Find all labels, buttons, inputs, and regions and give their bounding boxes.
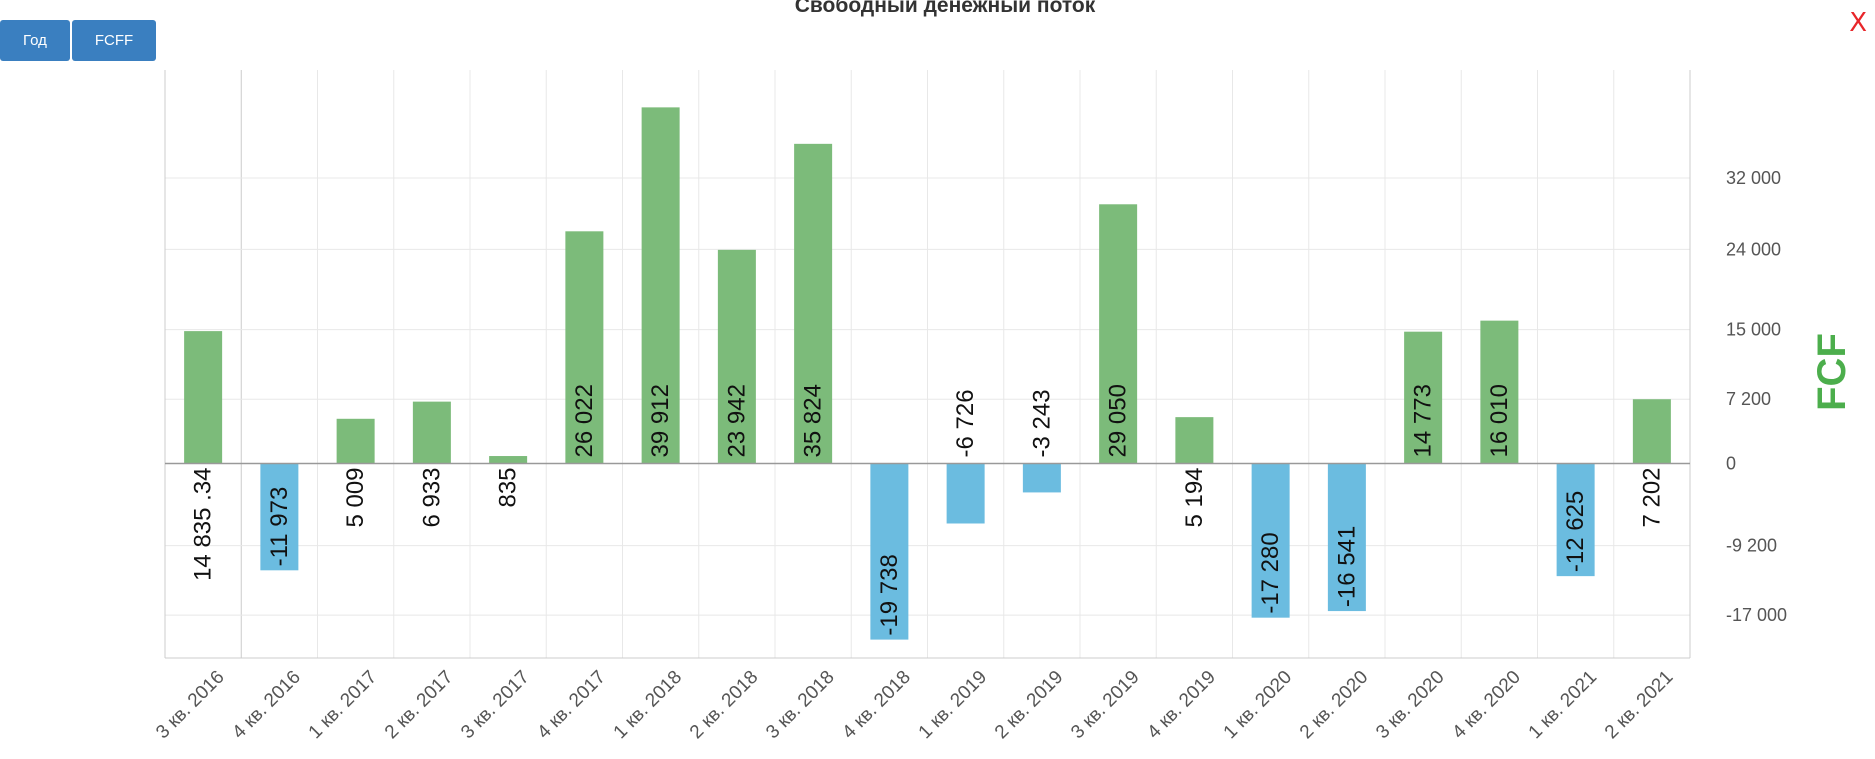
bar-value-label: 26 022 xyxy=(571,384,598,457)
x-tick-label: 4 кв. 2020 xyxy=(1448,667,1524,743)
bar-value-label: -12 625 xyxy=(1562,491,1589,572)
x-tick-label: 3 кв. 2017 xyxy=(457,667,533,743)
bar xyxy=(260,463,299,571)
y-tick-label: -9 200 xyxy=(1726,536,1777,556)
bar-value-label: 7 202 xyxy=(1638,467,1665,527)
x-tick-label: 4 кв. 2017 xyxy=(533,667,609,743)
bars xyxy=(184,107,1671,640)
bar-labels: 14 835 .34 -11 973 5 009 6 933 835 26 022 39 9… xyxy=(190,384,1666,636)
bar-value-label: 16 010 xyxy=(1486,384,1513,457)
bar xyxy=(1480,320,1519,464)
x-tick-label: 1 кв. 2021 xyxy=(1525,667,1601,743)
bar xyxy=(412,401,451,464)
x-tick-label: 3 кв. 2019 xyxy=(1067,667,1143,743)
bar-value-label: -19 738 xyxy=(876,554,903,635)
y-tick-label: 0 xyxy=(1726,453,1736,473)
y-tick-label: 24 000 xyxy=(1726,239,1781,259)
bar xyxy=(1099,204,1138,464)
x-tick-label: 3 кв. 2016 xyxy=(152,667,228,743)
bar xyxy=(1404,331,1443,464)
bar-value-label: -16 541 xyxy=(1333,526,1360,607)
year-button[interactable]: Год xyxy=(0,20,70,61)
x-tick-label: 2 кв. 2021 xyxy=(1601,667,1677,743)
bar xyxy=(184,331,223,464)
x-tick-label: 1 кв. 2019 xyxy=(915,667,991,743)
x-tick-label: 1 кв. 2020 xyxy=(1220,667,1296,743)
fcff-button[interactable]: FCFF xyxy=(72,20,156,61)
bar xyxy=(641,107,680,464)
grid xyxy=(164,70,1691,658)
y-tick-label: -17 000 xyxy=(1726,605,1787,625)
bar xyxy=(717,249,756,464)
x-tick-label: 3 кв. 2018 xyxy=(762,667,838,743)
bar-value-label: 5 009 xyxy=(342,467,369,527)
y-axis-title: FCF xyxy=(1810,333,1854,411)
bar xyxy=(489,456,528,464)
x-tick-label: 2 кв. 2017 xyxy=(381,667,457,743)
chart-title: Свободный денежный поток xyxy=(794,0,1096,17)
y-tick-label: 7 200 xyxy=(1726,389,1771,409)
bar-value-label: 5 194 xyxy=(1181,467,1208,527)
bar xyxy=(1632,399,1671,464)
bar xyxy=(1022,463,1061,493)
x-tick-label: 4 кв. 2018 xyxy=(838,667,914,743)
bar-value-label: 39 912 xyxy=(647,384,674,457)
x-tick-label: 1 кв. 2017 xyxy=(305,667,381,743)
toolbar: Год FCFF xyxy=(0,20,156,61)
bar xyxy=(336,418,375,464)
x-tick-label: 2 кв. 2019 xyxy=(991,667,1067,743)
bar-value-label: 6 933 xyxy=(418,467,445,527)
x-tick-label: 2 кв. 2020 xyxy=(1296,667,1372,743)
bar xyxy=(1251,463,1290,618)
bar xyxy=(870,463,909,640)
bar-value-label: -17 280 xyxy=(1257,532,1284,613)
x-tick-label: 4 кв. 2016 xyxy=(228,667,304,743)
close-icon[interactable]: X xyxy=(1849,8,1867,38)
bar xyxy=(1327,463,1366,612)
bar xyxy=(1556,463,1595,577)
x-tick-label: 1 кв. 2018 xyxy=(610,667,686,743)
bar-value-label: 14 835 .34 xyxy=(190,467,217,580)
x-tick-label: 3 кв. 2020 xyxy=(1372,667,1448,743)
bar-value-label: 835 xyxy=(495,467,522,507)
bar xyxy=(1175,417,1214,464)
x-tick-label: 4 кв. 2019 xyxy=(1143,667,1219,743)
bar-value-label: -11 973 xyxy=(266,487,293,567)
bar xyxy=(794,143,833,464)
y-tick-label: 15 000 xyxy=(1726,320,1781,340)
bar-value-label: 35 824 xyxy=(800,384,827,457)
bar-value-label: 29 050 xyxy=(1105,384,1132,457)
bar-value-label: 23 942 xyxy=(723,384,750,457)
y-tick-label: 32 000 xyxy=(1726,168,1781,188)
bar xyxy=(946,463,985,524)
x-tick-label: 2 кв. 2018 xyxy=(686,667,762,743)
bar-value-label: -3 243 xyxy=(1028,389,1055,457)
bar-value-label: 14 773 xyxy=(1410,384,1437,457)
bar-value-label: -6 726 xyxy=(952,389,979,457)
bar xyxy=(565,231,604,464)
